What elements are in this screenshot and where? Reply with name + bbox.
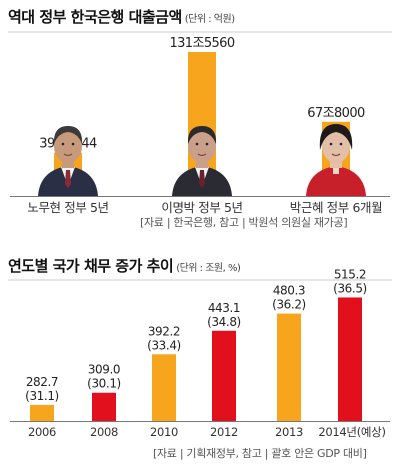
- chart2-unit: (단위 : 조원, %): [176, 263, 241, 274]
- chart1-category-label-0: 노무현 정부 5년: [27, 200, 108, 215]
- chart2-category-label-2: 2010: [150, 425, 178, 439]
- chart1-unit: (단위 : 억원): [184, 14, 235, 25]
- chart1-title-text: 역대 정부 한국은행 대출금액: [8, 8, 182, 26]
- chart1-category-label-2: 박근혜 정부 6개월: [290, 200, 382, 215]
- portrait-lee-icon: [172, 126, 232, 196]
- chart2-bar-0: [30, 404, 54, 421]
- chart1-category-label-1: 이명박 정부 5년: [161, 200, 242, 215]
- chart2-category-label-4: 2013: [275, 425, 303, 439]
- chart2-value-label-2: 392.2: [148, 324, 180, 338]
- chart2-value-label-0: 282.7: [26, 375, 58, 389]
- chart2-bar-3: [212, 330, 236, 421]
- chart2-gdp-label-0: (31.1): [25, 389, 59, 403]
- chart2-value-label-5: 515.2: [334, 267, 366, 281]
- chart2-bar-4: [277, 313, 301, 421]
- chart1-source: [자료 | 한국은행, 참고 | 박원석 의원실 재가공]: [140, 216, 348, 229]
- chart2-bar-2: [152, 354, 176, 421]
- chart2-value-label-4: 480.3: [273, 284, 305, 298]
- chart2-title-text: 연도별 국가 채무 증가 추이: [8, 257, 174, 275]
- chart2-gdp-label-5: (36.5): [333, 281, 367, 295]
- chart2-value-label-3: 443.1: [208, 301, 240, 315]
- chart2-category-label-1: 2008: [90, 425, 118, 439]
- chart1-value-label-2: 67조8000: [307, 106, 365, 121]
- chart2-title: 연도별 국가 채무 증가 추이 (단위 : 조원, %): [8, 255, 241, 276]
- chart2-gdp-label-3: (34.8): [207, 315, 241, 329]
- chart2-source: [자료 | 기획재정부, 참고 | 괄호 안은 GDP 대비]: [153, 447, 367, 460]
- chart2-category-label-5: 2014년(예상): [318, 425, 385, 439]
- portrait-roh-icon: [38, 126, 98, 196]
- chart2-gdp-label-1: (30.1): [87, 377, 121, 391]
- chart1-title: 역대 정부 한국은행 대출금액 (단위 : 억원): [8, 6, 235, 27]
- chart2-category-label-3: 2012: [210, 425, 238, 439]
- chart2-gdp-label-2: (33.4): [147, 338, 181, 352]
- chart1-value-label-1: 131조5560: [169, 36, 234, 51]
- chart2-category-label-0: 2006: [28, 425, 56, 439]
- chart2-bar-5: [338, 297, 362, 421]
- portrait-park-icon: [306, 124, 366, 196]
- chart2-bar-1: [92, 392, 116, 421]
- chart2-gdp-label-4: (36.2): [272, 298, 306, 312]
- chart2-value-label-1: 309.0: [88, 363, 120, 377]
